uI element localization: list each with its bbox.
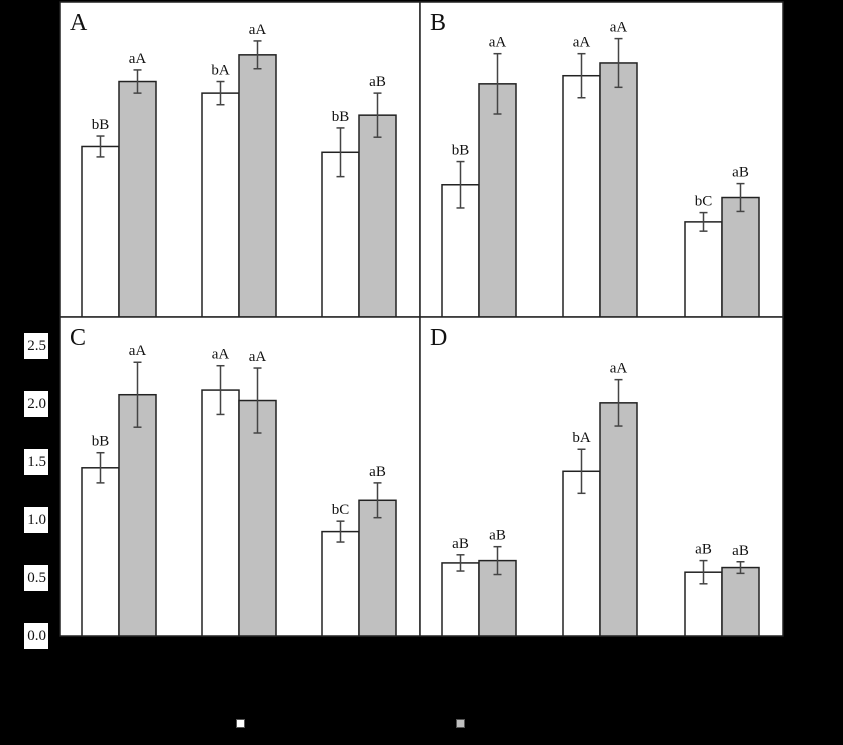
significance-label: aA: [489, 35, 507, 51]
error-bar: [133, 69, 142, 94]
error-bar: [216, 364, 225, 416]
error-bar: [699, 211, 708, 232]
bar: [118, 393, 157, 637]
significance-label: aB: [489, 528, 506, 544]
significance-label: aB: [369, 464, 386, 480]
error-bar: [456, 160, 465, 209]
error-bar: [253, 367, 262, 434]
error-bar: [493, 545, 502, 576]
error-bar: [336, 520, 345, 543]
error-bar: [736, 182, 745, 213]
significance-label: aA: [249, 349, 267, 365]
significance-label: aB: [452, 536, 469, 552]
significance-label: bA: [572, 430, 591, 446]
error-bar: [614, 37, 623, 89]
legend-swatch: [236, 719, 245, 728]
error-bar: [736, 561, 745, 575]
bar: [358, 114, 397, 318]
significance-label: aB: [732, 543, 749, 559]
bar: [238, 54, 277, 318]
significance-label: bB: [332, 109, 350, 125]
panel-a: AbB bA bB aA aA aB: [59, 1, 421, 318]
error-bar: [96, 451, 105, 484]
error-bar: [133, 361, 142, 428]
significance-label: bA: [211, 63, 230, 79]
bar: [358, 499, 397, 637]
bar: [721, 196, 760, 318]
error-bar: [493, 52, 502, 115]
error-bar: [614, 378, 623, 427]
panel-b: BbB aA bC aA aA aB: [419, 1, 784, 318]
bar: [478, 83, 517, 318]
error-bar: [336, 127, 345, 178]
error-bar: [216, 80, 225, 106]
panel-d: DaB bA aB aB aA aB: [419, 316, 784, 637]
error-bar: [577, 52, 586, 99]
y-tick-label: 1.0: [24, 507, 48, 533]
error-bar: [373, 92, 382, 138]
bar: [441, 562, 480, 637]
bar: [238, 399, 277, 637]
panel-label: C: [70, 325, 86, 351]
bar: [201, 92, 240, 318]
significance-label: aA: [610, 361, 628, 377]
bar: [684, 221, 723, 318]
significance-label: bB: [452, 143, 470, 159]
bar: [562, 74, 601, 318]
significance-label: aB: [732, 165, 749, 181]
y-tick-label: 0.0: [24, 623, 48, 649]
error-bar: [699, 559, 708, 585]
bar: [81, 145, 120, 318]
y-tick-label: 0.5: [24, 565, 48, 591]
y-tick-label: 2.0: [24, 391, 48, 417]
panel-label: D: [430, 325, 447, 351]
significance-label: aA: [129, 343, 147, 359]
significance-label: aA: [573, 35, 591, 51]
bar: [721, 566, 760, 637]
bar: [562, 470, 601, 637]
panel-label: A: [70, 10, 88, 36]
significance-label: aA: [129, 51, 147, 67]
significance-label: bC: [695, 194, 713, 210]
significance-label: aA: [249, 22, 267, 38]
bar: [118, 80, 157, 318]
bar: [599, 62, 638, 318]
error-bar: [577, 448, 586, 495]
significance-label: aA: [610, 20, 628, 36]
error-bar: [373, 482, 382, 519]
error-bar: [456, 554, 465, 572]
significance-label: bB: [92, 434, 110, 450]
bar: [201, 389, 240, 637]
significance-label: aA: [212, 347, 230, 363]
significance-label: bC: [332, 502, 350, 518]
panel-label: B: [430, 10, 446, 36]
legend-swatch: [456, 719, 465, 728]
significance-label: aB: [369, 74, 386, 90]
significance-label: aB: [695, 542, 712, 558]
y-tick-label: 1.5: [24, 449, 48, 475]
y-tick-label: 2.5: [24, 333, 48, 359]
bar: [81, 467, 120, 637]
bar: [599, 402, 638, 637]
error-bar: [253, 40, 262, 70]
panel-c: CbB aA bC aA aA aB: [59, 316, 421, 637]
significance-label: bB: [92, 117, 110, 133]
error-bar: [96, 135, 105, 158]
bar: [321, 530, 360, 637]
